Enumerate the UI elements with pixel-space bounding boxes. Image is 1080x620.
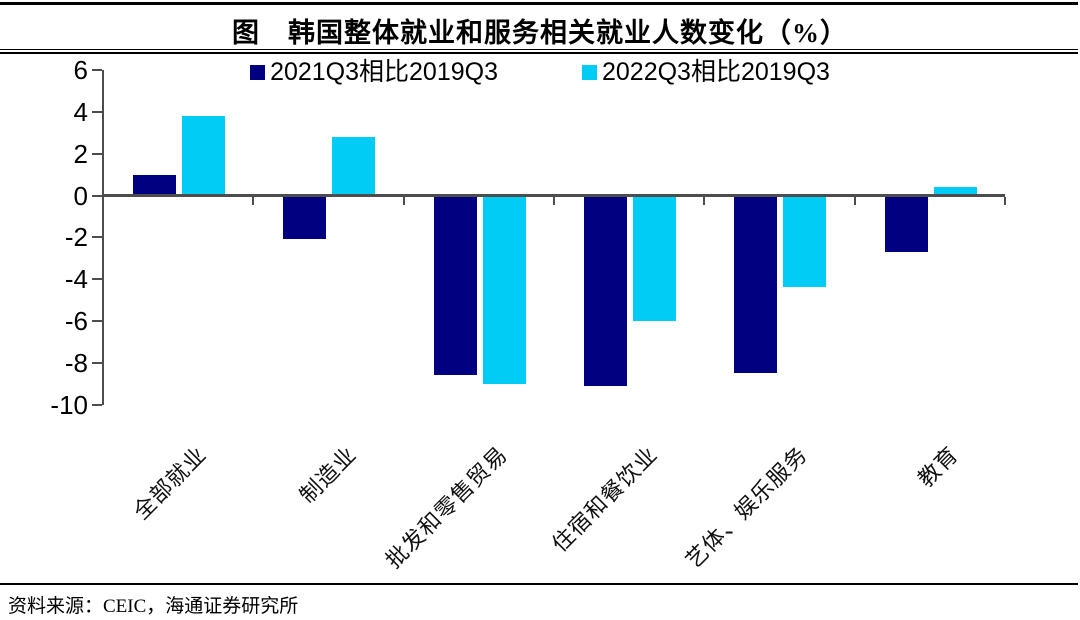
y-axis-tick	[92, 152, 102, 155]
header-rule-thin	[0, 49, 1078, 50]
category-label-0: 全部就业	[128, 441, 212, 525]
legend-label-2022q3: 2022Q3相比2019Q3	[602, 58, 830, 86]
y-axis-label: -10	[50, 389, 88, 420]
bar-2022q3-2	[482, 195, 526, 384]
footer-rule	[0, 583, 1078, 585]
y-axis-label: -2	[64, 222, 88, 253]
y-axis-label: -4	[64, 264, 88, 295]
bar-2021q3-0	[133, 174, 176, 196]
bar-2021q3-2	[433, 195, 477, 376]
y-axis-label: -8	[64, 347, 88, 378]
legend-label-2021q3: 2021Q3相比2019Q3	[270, 58, 498, 86]
category-label-1: 制造业	[295, 441, 362, 509]
x-axis-tick	[1004, 197, 1006, 205]
y-axis-tick	[92, 403, 102, 406]
legend: 2021Q3相比2019Q3 2022Q3相比2019Q3	[0, 58, 1080, 86]
y-axis-label: 0	[73, 180, 88, 211]
legend-swatch-navy	[250, 64, 266, 80]
category-label-4: 艺体、娱乐服务	[681, 441, 813, 574]
y-axis-line	[101, 70, 104, 405]
bar-2022q3-5	[933, 187, 977, 196]
x-axis-tick	[252, 197, 255, 205]
source-note: 资料来源：CEIC，海通证券研究所	[8, 596, 299, 617]
x-axis-tick	[553, 197, 555, 205]
y-axis-tick	[92, 194, 102, 197]
category-label-5: 教育	[912, 441, 964, 492]
bar-2021q3-4	[734, 195, 778, 374]
legend-item-2021q3: 2021Q3相比2019Q3	[250, 58, 498, 86]
top-rule	[0, 2, 1078, 5]
y-axis-tick	[92, 319, 102, 322]
header-rule-thick	[0, 51, 1078, 54]
x-axis-line	[103, 194, 1005, 197]
bar-2021q3-1	[283, 195, 327, 240]
y-axis-tick	[92, 110, 102, 113]
bar-2022q3-0	[182, 116, 225, 196]
legend-item-2022q3: 2022Q3相比2019Q3	[582, 58, 830, 86]
bar-2022q3-3	[633, 195, 676, 321]
y-axis-tick	[92, 278, 102, 281]
bar-2022q3-4	[783, 195, 827, 288]
x-axis-tick	[853, 197, 856, 205]
y-axis-label: 6	[73, 55, 88, 86]
y-axis-label: 4	[73, 96, 88, 127]
y-axis-label: -6	[64, 305, 88, 336]
category-label-3: 住宿和餐饮业	[547, 441, 663, 557]
plot-area: 6 4 2 0 -2 -4 -6 -8 -10 全部就业 制造业 批发和零售贸易 住宿和餐饮业 艺体、娱乐…	[0, 50, 1080, 580]
category-label-2: 批发和零售贸易	[380, 441, 513, 574]
y-axis-tick	[92, 236, 102, 239]
x-axis-tick	[402, 197, 405, 205]
y-axis-tick	[92, 361, 102, 364]
y-axis-label: 2	[73, 138, 88, 169]
x-axis-tick	[703, 197, 706, 205]
bar-2021q3-5	[884, 195, 928, 252]
chart-title: 图 韩国整体就业和服务相关就业人数变化（%）	[232, 18, 848, 48]
bar-2022q3-1	[332, 136, 376, 196]
y-axis-tick	[92, 69, 102, 72]
legend-swatch-cyan	[582, 64, 597, 80]
bar-2021q3-3	[584, 195, 627, 386]
